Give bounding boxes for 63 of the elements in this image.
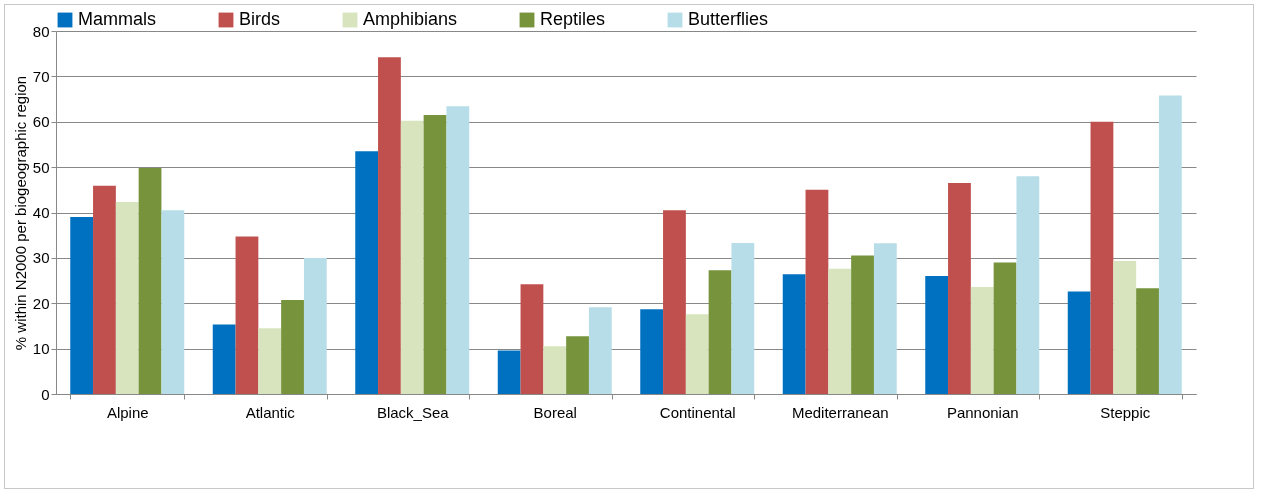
y-tick-label: 60 — [32, 113, 50, 131]
bar — [588, 307, 612, 394]
bar — [212, 324, 236, 394]
bar — [497, 350, 521, 394]
bar — [948, 183, 971, 394]
bar — [828, 268, 852, 394]
y-tick-label: 50 — [32, 158, 50, 176]
x-tick-label: Mediterranean — [791, 403, 889, 421]
y-tick-label: 20 — [32, 294, 50, 312]
bar — [138, 168, 162, 394]
y-axis-title: % within N2000 per biogeographic region — [11, 75, 29, 351]
bar — [93, 185, 116, 394]
bar — [566, 336, 589, 394]
bar — [235, 236, 259, 394]
bar — [1067, 291, 1091, 394]
bar — [663, 210, 686, 394]
bar — [851, 255, 874, 394]
bar — [805, 189, 829, 394]
legend-label: Birds — [239, 9, 281, 29]
bar — [543, 346, 567, 394]
y-tick-label: 10 — [32, 340, 50, 358]
bar — [258, 328, 282, 394]
bar — [970, 286, 994, 394]
bar — [115, 202, 139, 394]
bar — [685, 314, 709, 394]
bar — [1136, 288, 1159, 394]
bar — [520, 284, 544, 394]
bar — [1158, 95, 1182, 394]
y-tick-label: 30 — [32, 249, 50, 267]
bar — [161, 210, 185, 394]
x-tick-label: Boreal — [533, 403, 577, 421]
legend-label: Reptiles — [540, 9, 606, 29]
x-tick-label: Continental — [659, 403, 736, 421]
y-tick-label: 40 — [32, 204, 50, 221]
bar — [925, 276, 949, 394]
y-tick-label: 80 — [32, 22, 50, 40]
bar — [1016, 176, 1040, 394]
bar — [731, 242, 755, 394]
y-tick-label: 0 — [41, 385, 50, 403]
bar — [993, 262, 1017, 394]
bar — [423, 114, 447, 394]
x-tick-label: Pannonian — [946, 403, 1019, 421]
x-tick-label: Steppic — [1100, 403, 1151, 421]
x-tick-label: Black_Sea — [376, 403, 450, 421]
bar — [70, 217, 94, 394]
bar — [303, 257, 327, 394]
bar — [708, 270, 732, 394]
bar — [281, 300, 304, 394]
bar — [1090, 121, 1114, 394]
bar — [1113, 261, 1137, 394]
bar — [640, 309, 664, 394]
x-tick-label: Alpine — [106, 403, 149, 421]
legend-label: Mammals — [78, 9, 157, 29]
bar — [782, 274, 806, 394]
bar — [378, 57, 401, 394]
bar — [355, 151, 379, 394]
bar — [446, 106, 470, 394]
x-tick-label: Atlantic — [245, 403, 296, 421]
y-tick-label: 70 — [32, 67, 50, 85]
bar — [873, 243, 897, 394]
legend-label: Butterflies — [688, 9, 769, 29]
bar — [400, 120, 424, 394]
legend-label: Amphibians — [363, 9, 458, 29]
